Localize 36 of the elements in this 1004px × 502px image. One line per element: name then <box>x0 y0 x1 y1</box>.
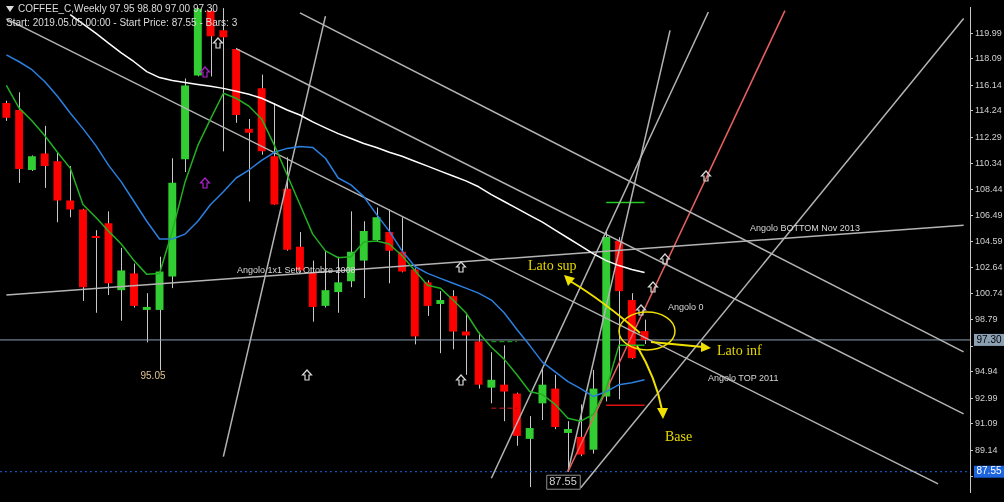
y-tick-label: 89.14 <box>975 444 998 455</box>
y-tick-label: 118.09 <box>975 53 1002 64</box>
candlestick <box>117 247 126 322</box>
candlestick <box>500 344 509 422</box>
y-tick-label: 98.79 <box>975 314 998 325</box>
candlestick <box>66 165 75 218</box>
y-tick-label: 94.94 <box>975 366 998 377</box>
y-tick-label: 116.14 <box>975 79 1002 90</box>
y-tick-label: 102.64 <box>975 262 1003 273</box>
candlestick <box>423 279 432 317</box>
y-tick-label: 112.29 <box>975 131 1002 142</box>
candlestick <box>2 100 11 122</box>
ref-line-label: 97.30 <box>976 333 1002 345</box>
candlestick <box>91 229 100 314</box>
candlestick <box>487 351 496 404</box>
candlestick <box>525 415 534 488</box>
y-tick-label: 114.24 <box>975 105 1002 116</box>
annotation: Angolo 0 <box>668 302 704 313</box>
annotation: Lato sup <box>528 257 577 273</box>
y-tick-label: 100.74 <box>975 287 1003 298</box>
y-tick-label: 91.09 <box>975 418 998 429</box>
candlestick <box>244 118 253 203</box>
y-tick-label: 104.59 <box>975 235 1003 246</box>
ref-line-label: 87.55 <box>976 465 1002 477</box>
candlestick <box>142 292 151 343</box>
y-tick-label: 110.34 <box>975 158 1002 169</box>
annotation: 95.05 <box>140 369 166 381</box>
annotation: Base <box>665 428 693 444</box>
annotation: Lato inf <box>717 342 763 358</box>
y-tick-label: 119.99 <box>975 27 1002 38</box>
y-tick-label: 106.49 <box>975 210 1003 221</box>
candlestick <box>40 125 49 189</box>
y-tick-label: 92.99 <box>975 392 998 403</box>
annotation: 87.55 <box>549 475 577 488</box>
candlestick <box>436 290 445 354</box>
y-tick-label: 108.44 <box>975 183 1003 194</box>
